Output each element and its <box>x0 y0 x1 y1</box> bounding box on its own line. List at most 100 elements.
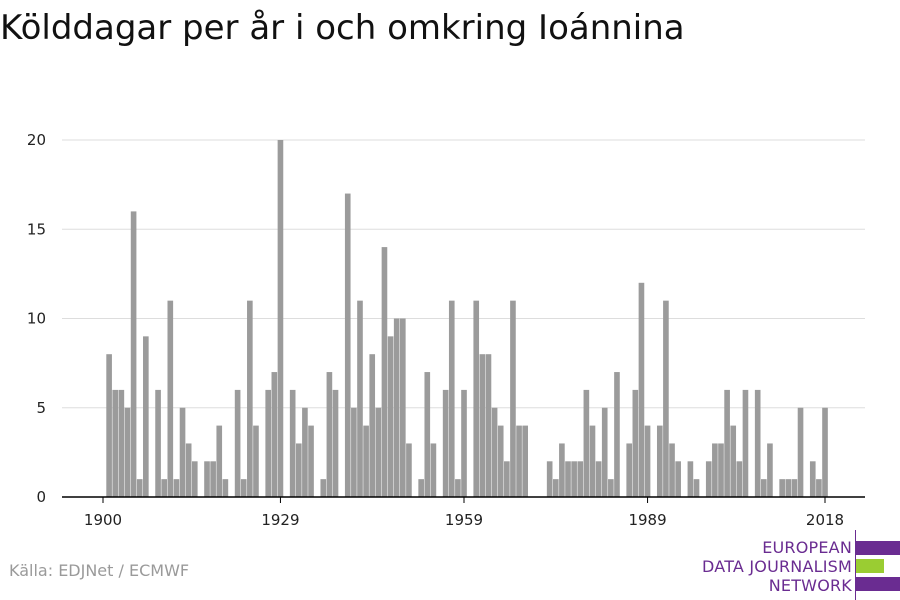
bar-1940 <box>344 193 351 498</box>
bar-1958 <box>455 479 461 497</box>
bar-1924 <box>247 300 253 497</box>
bar-1934 <box>308 425 314 497</box>
bar-1938 <box>332 389 339 497</box>
bar-1949 <box>400 318 406 497</box>
bar-1933 <box>302 407 308 497</box>
bar-2018 <box>822 407 828 497</box>
logo-separator <box>855 530 856 600</box>
bar-1976 <box>565 461 571 497</box>
x-tick-label: 1989 <box>628 511 666 529</box>
bar-2009 <box>767 443 773 497</box>
bar-1946 <box>381 247 388 497</box>
bar-1999 <box>705 461 712 497</box>
x-tick-label: 1929 <box>261 511 299 529</box>
source-note: Källa: EDJNet / ECMWF <box>9 561 190 580</box>
bar-1947 <box>387 336 394 497</box>
bar-2011 <box>779 479 785 497</box>
y-tick-label: 10 <box>27 310 46 328</box>
bar-1913 <box>179 407 186 497</box>
bar-1932 <box>295 443 302 497</box>
y-tick-label: 5 <box>36 399 46 417</box>
bar-chart: 0 5 10 15 20 1900 1929 1959 1989 2018 <box>27 131 865 529</box>
bar-1950 <box>406 443 412 497</box>
bar-1964 <box>491 407 498 497</box>
bar-1919 <box>216 425 223 497</box>
bar-1931 <box>289 389 296 497</box>
bar-2013 <box>791 479 798 497</box>
bar-2017 <box>816 479 822 497</box>
bar-1901 <box>106 354 112 497</box>
bar-2004 <box>736 461 743 497</box>
bar-1993 <box>669 443 675 497</box>
bar-2014 <box>797 407 804 497</box>
logo-bar-purple-top <box>856 541 900 555</box>
chart-title: Kölddagar per år i och omkring Ioánnina <box>0 8 685 48</box>
bar-1904 <box>124 407 131 497</box>
y-tick-labels: 0 5 10 15 20 <box>27 131 46 506</box>
y-tick-label: 0 <box>36 488 46 506</box>
bar-1979 <box>583 389 590 497</box>
bar-2005 <box>742 389 749 497</box>
bar-1943 <box>363 425 369 497</box>
bar-1925 <box>253 425 259 497</box>
bar-1952 <box>418 479 424 497</box>
bar-1984 <box>614 372 620 497</box>
bar-1989 <box>644 425 651 497</box>
bar-1920 <box>222 479 229 497</box>
bar-1948 <box>393 318 400 497</box>
bar-1992 <box>663 300 669 497</box>
bar-1967 <box>510 300 516 497</box>
bar-1978 <box>577 461 584 497</box>
x-tick-label: 2018 <box>806 511 844 529</box>
bar-2016 <box>809 461 816 497</box>
bar-2001 <box>718 443 724 497</box>
bar-1981 <box>595 461 602 497</box>
bar-1912 <box>173 479 180 497</box>
bar-1910 <box>161 479 167 497</box>
bar-1937 <box>326 372 333 497</box>
bar-1957 <box>448 300 455 497</box>
bar-1927 <box>265 389 272 497</box>
bar-1911 <box>167 300 174 497</box>
bar-1922 <box>234 389 241 497</box>
y-tick-label: 15 <box>27 220 46 238</box>
bar-1909 <box>155 389 161 497</box>
bar-2000 <box>712 443 718 497</box>
bar-1956 <box>442 389 449 497</box>
bar-2003 <box>730 425 737 497</box>
y-tick-label: 20 <box>27 131 46 149</box>
bar-1982 <box>601 407 608 497</box>
bar-1986 <box>626 443 633 497</box>
bar-1915 <box>191 461 198 497</box>
logo-bar-purple-bottom <box>856 577 900 591</box>
bar-2007 <box>754 389 761 497</box>
x-tick-label: 1959 <box>445 511 483 529</box>
bar-1944 <box>369 354 376 497</box>
bar-1987 <box>632 389 639 497</box>
bar-1953 <box>424 372 431 497</box>
bar-2012 <box>785 479 792 497</box>
bar-1973 <box>546 461 553 497</box>
bar-1906 <box>136 479 143 497</box>
bar-1962 <box>479 354 486 497</box>
bar-1923 <box>240 479 247 497</box>
bar-1969 <box>522 425 528 497</box>
bar-1997 <box>693 479 700 497</box>
bar-2008 <box>761 479 767 497</box>
bar-1959 <box>461 389 467 497</box>
bar-1942 <box>357 300 363 497</box>
logo-line-1: EUROPEAN <box>762 538 852 557</box>
bar-1961 <box>473 300 480 497</box>
bar-1941 <box>351 407 357 497</box>
logo-line-2: DATA JOURNALISM <box>702 557 852 576</box>
x-tick-labels: 1900 1929 1959 1989 2018 <box>84 497 844 529</box>
bar-1929 <box>277 140 284 497</box>
bar-1975 <box>559 443 565 497</box>
bar-1902 <box>112 389 119 497</box>
bar-2002 <box>724 389 730 497</box>
edjnet-logo[interactable]: EUROPEAN DATA JOURNALISM NETWORK <box>700 530 900 600</box>
bar-1974 <box>552 479 559 497</box>
bar-1907 <box>143 336 149 497</box>
bar-1905 <box>130 211 137 497</box>
x-tick-label: 1900 <box>84 511 122 529</box>
